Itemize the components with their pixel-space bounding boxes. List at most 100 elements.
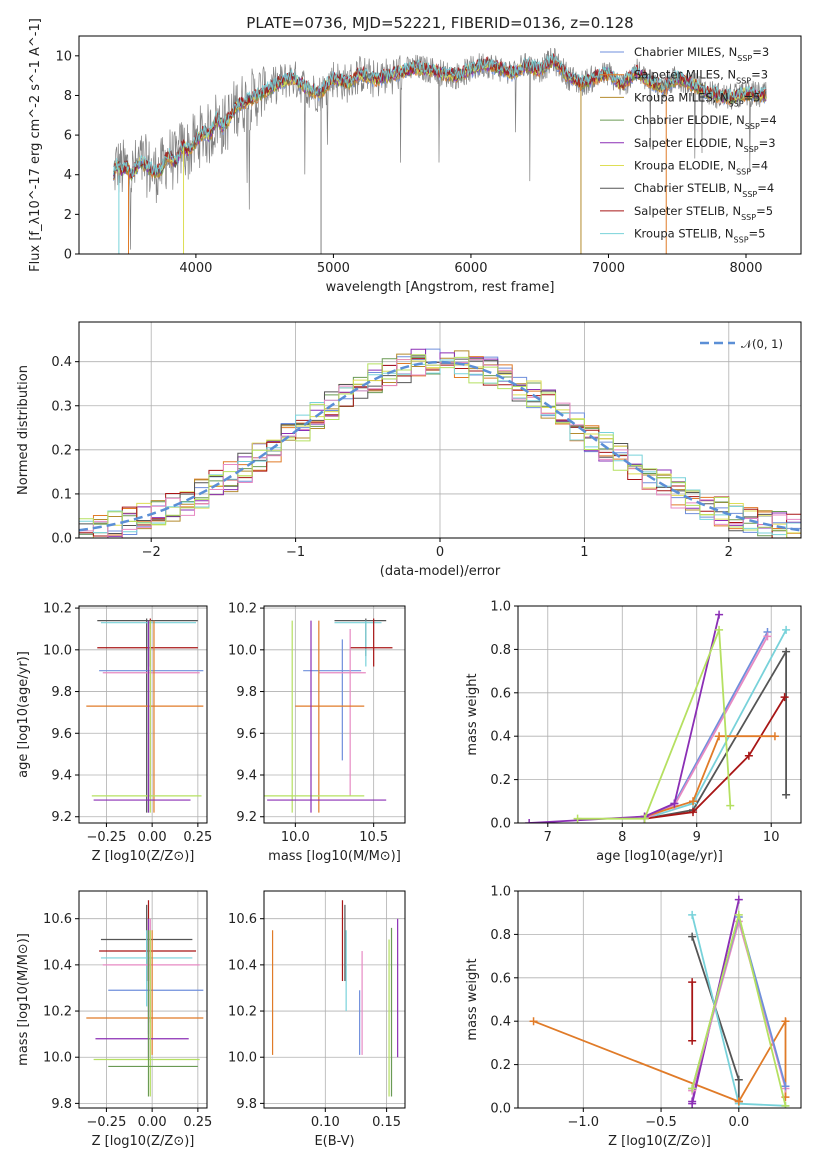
y-tick-label: 1.0 xyxy=(490,600,511,615)
massweight-vs-age-frame xyxy=(517,605,802,824)
x-axis-label: wavelength [Angstrom, rest frame] xyxy=(326,280,555,295)
point-marker xyxy=(670,799,679,808)
y-tick-label: 10.4 xyxy=(43,958,72,973)
legend-label: Salpeter ELODIE, NSSP=3 xyxy=(634,136,776,154)
x-tick-label: 0.15 xyxy=(372,1115,401,1130)
mass-vs-ebv-frame xyxy=(263,890,406,1109)
y-tick-label: 0.2 xyxy=(51,443,72,458)
chart-title: PLATE=0736, MJD=52221, FIBERID=0136, z=0… xyxy=(246,14,633,32)
legend-label: Kroupa ELODIE, NSSP=4 xyxy=(634,159,768,177)
y-tick-label: 2 xyxy=(64,208,72,223)
x-tick-label: 0.25 xyxy=(183,830,212,845)
legend-label: 𝒩(0, 1) xyxy=(741,337,783,351)
residual-hist-plot xyxy=(79,348,801,538)
x-tick-label: −2 xyxy=(142,545,161,560)
y-tick-label: 0.8 xyxy=(490,643,511,658)
x-tick-label: −1.0 xyxy=(568,1115,600,1130)
point-marker xyxy=(529,1017,538,1026)
legend-label: Chabrier MILES, NSSP=3 xyxy=(634,45,769,63)
point-marker xyxy=(640,814,649,823)
y-tick-label: 10 xyxy=(55,49,72,64)
normal-curve xyxy=(79,360,801,532)
y-tick-label: 0.2 xyxy=(490,1058,511,1073)
y-tick-label: 0.0 xyxy=(51,532,72,547)
residual-hist-frame xyxy=(78,321,802,539)
y-tick-label: 0.4 xyxy=(490,1015,511,1030)
x-tick-label: −0.25 xyxy=(87,830,127,845)
massweight-vs-Z-grid xyxy=(518,890,801,1109)
point-marker xyxy=(689,808,698,817)
y-tick-label: 9.8 xyxy=(51,685,72,700)
x-tick-label: 8 xyxy=(618,830,626,845)
age-vs-Z-axes xyxy=(75,606,207,827)
x-tick-label: 7000 xyxy=(592,261,625,276)
x-axis-label: age [log10(age/yr)] xyxy=(596,849,723,864)
point-marker xyxy=(715,625,724,634)
y-axis-label: Flux [f_λ10^-17 erg cm^-2 s^-1 A^-1] xyxy=(28,18,43,272)
mass-vs-ebv-plot xyxy=(271,900,399,1097)
mass-weight-line xyxy=(644,648,787,820)
massweight-vs-age-plot xyxy=(525,610,791,823)
mass-vs-Z-frame xyxy=(78,890,208,1109)
y-tick-label: 9.8 xyxy=(51,1097,72,1112)
y-tick-label: 9.4 xyxy=(236,769,257,784)
y-tick-label: 0.1 xyxy=(51,487,72,502)
mass-weight-line xyxy=(529,614,720,823)
massweight-vs-age-grid xyxy=(518,605,801,824)
y-tick-label: 4 xyxy=(64,168,72,183)
point-marker xyxy=(781,1017,790,1026)
x-tick-label: 10.0 xyxy=(281,830,310,845)
y-tick-label: 10.2 xyxy=(228,1005,257,1020)
point-marker xyxy=(780,693,789,702)
point-marker xyxy=(781,1082,790,1091)
x-tick-label: 10 xyxy=(763,830,780,845)
y-axis-label: mass [log10(M/M⊙)] xyxy=(16,933,31,1066)
massweight-vs-Z-axes xyxy=(514,890,801,1112)
spectrum-axes xyxy=(75,55,747,258)
legend-label: Chabrier STELIB, NSSP=4 xyxy=(634,181,774,199)
point-marker xyxy=(688,1099,697,1108)
x-tick-label: 0.00 xyxy=(138,830,167,845)
y-tick-label: 0.0 xyxy=(490,1102,511,1117)
y-tick-label: 1.0 xyxy=(490,885,511,900)
massweight-vs-Z-plot xyxy=(529,895,790,1108)
legend-label: Kroupa STELIB, NSSP=5 xyxy=(634,227,765,245)
point-marker xyxy=(734,895,743,904)
spectrum-frame xyxy=(78,35,802,255)
x-tick-label: 8000 xyxy=(729,261,762,276)
y-tick-label: 0.4 xyxy=(490,730,511,745)
y-tick-label: 9.2 xyxy=(236,810,257,825)
y-tick-label: 0.2 xyxy=(490,773,511,788)
mass-vs-ebv-grid xyxy=(264,891,405,1108)
y-axis-label: mass weight xyxy=(465,958,480,1040)
spectrum-legend: Chabrier MILES, NSSP=3 Salpeter MILES, NS… xyxy=(600,45,777,244)
x-axis-label: Z [log10(Z/Z⊙)] xyxy=(92,849,195,864)
mass-vs-Z-axes xyxy=(75,891,207,1112)
y-tick-label: 0.6 xyxy=(490,971,511,986)
point-marker xyxy=(688,978,697,987)
y-tick-label: 0.3 xyxy=(51,399,72,414)
y-tick-label: 10.6 xyxy=(228,912,257,927)
mass-vs-ebv-axes xyxy=(260,891,405,1112)
point-marker xyxy=(688,910,697,919)
x-axis-label: E(B-V) xyxy=(314,1134,354,1149)
point-marker xyxy=(770,732,779,741)
spectrum-plot xyxy=(112,47,767,254)
y-tick-label: 0 xyxy=(64,248,72,263)
mass-vs-Z-grid xyxy=(79,891,207,1108)
mass-weight-line xyxy=(533,1017,787,1103)
y-axis-label: age [log10(age/yr)] xyxy=(16,651,31,778)
x-tick-label: 0.10 xyxy=(311,1115,340,1130)
y-tick-label: 10.2 xyxy=(228,602,257,617)
observed-spectrum xyxy=(113,47,767,250)
age-vs-Z-frame xyxy=(78,605,208,824)
y-axis-label: mass weight xyxy=(465,673,480,755)
point-marker xyxy=(782,790,791,799)
x-axis-label: Z [log10(Z/Z⊙)] xyxy=(92,1134,195,1149)
mass-vs-Z-plot xyxy=(86,900,204,1097)
x-tick-label: 0.0 xyxy=(728,1115,749,1130)
point-marker xyxy=(763,632,772,641)
age-vs-mass-plot xyxy=(264,618,393,813)
x-tick-label: −0.25 xyxy=(87,1115,127,1130)
x-tick-label: −1 xyxy=(286,545,305,560)
